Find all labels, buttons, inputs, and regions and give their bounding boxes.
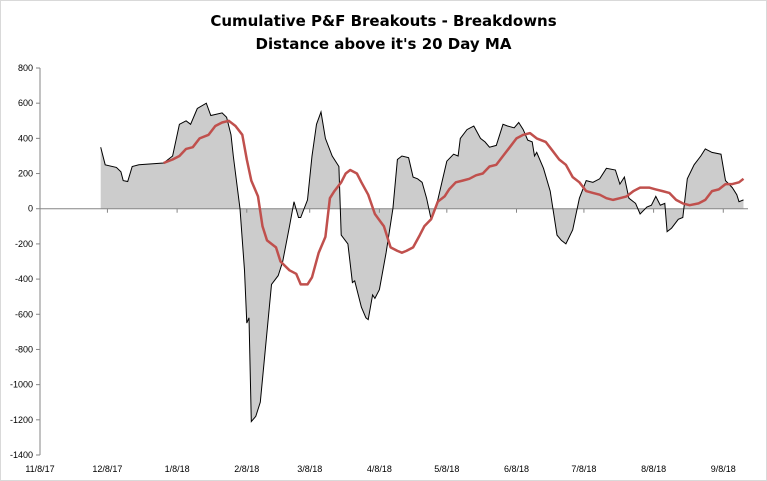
moving-average-line [163, 119, 745, 286]
x-tick-label: 1/8/18 [165, 464, 190, 474]
y-tick-label: -1200 [10, 415, 33, 425]
y-tick-label: -1400 [10, 450, 33, 460]
x-tick-label: 5/8/18 [434, 464, 459, 474]
y-tick-label: -400 [15, 274, 33, 284]
y-tick-label: 0 [28, 204, 33, 214]
chart-subtitle: Distance above it's 20 Day MA [255, 35, 512, 53]
y-tick-label: 800 [18, 63, 33, 73]
tick-labels-layer: 800 600 400 200 0 -200 -400 -600 -800 -1000 -1200 -… [10, 63, 736, 474]
x-tick-label: 11/8/17 [25, 464, 54, 474]
axes-layer [36, 67, 748, 456]
y-tick-label: -200 [15, 239, 33, 249]
y-tick-label: 600 [18, 98, 33, 108]
y-tick-label: 200 [18, 169, 33, 179]
distance-area-layer [100, 103, 744, 422]
lines-layer [100, 102, 745, 423]
x-tick-label: 8/8/18 [641, 464, 666, 474]
x-tick-label: 7/8/18 [571, 464, 596, 474]
x-tick-label: 6/8/18 [504, 464, 529, 474]
x-tick-label: 9/8/18 [711, 464, 736, 474]
chart-title: Cumulative P&F Breakouts - Breakdowns [210, 12, 557, 30]
x-tick-label: 12/8/17 [92, 464, 122, 474]
distance-area-fill [100, 103, 744, 422]
y-tick-label: 400 [18, 133, 33, 143]
y-tick-label: -1000 [10, 380, 33, 390]
distance-line [100, 102, 744, 423]
y-tick-label: -600 [15, 309, 33, 319]
x-tick-label: 2/8/18 [234, 464, 259, 474]
x-tick-label: 3/8/18 [297, 464, 322, 474]
x-tick-label: 4/8/18 [367, 464, 392, 474]
y-tick-label: -800 [15, 344, 33, 354]
